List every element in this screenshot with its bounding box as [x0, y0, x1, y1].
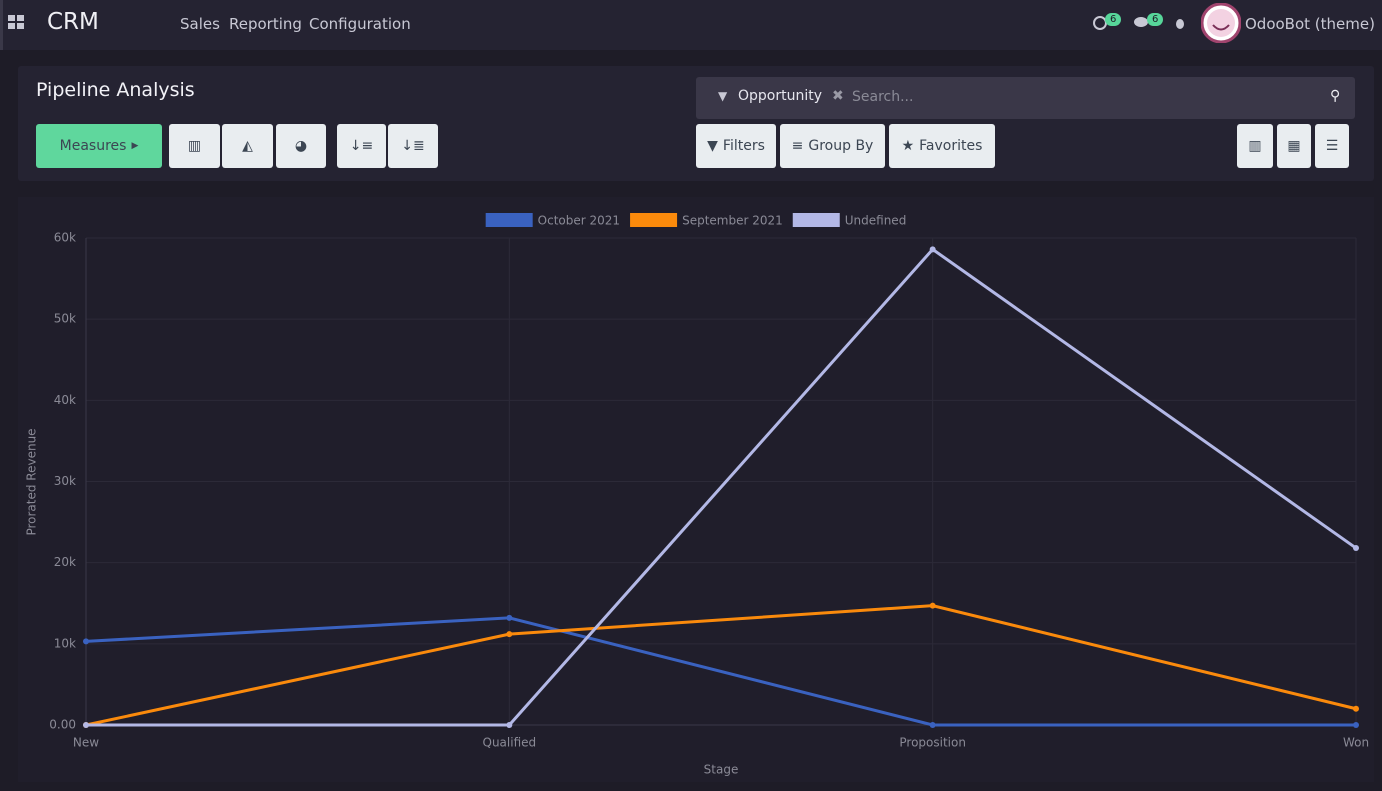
filters-button[interactable]: ▼ Filters — [696, 124, 776, 168]
data-point — [929, 722, 936, 728]
sort-desc-button[interactable]: ↓≡ — [337, 124, 386, 168]
app-name[interactable]: CRM — [47, 9, 99, 35]
series-line — [85, 616, 1356, 727]
menu-item[interactable]: Sales — [180, 15, 220, 33]
navbar: CRM Sales Reporting Configuration 6 6 Od… — [0, 0, 1382, 50]
data-point — [506, 614, 513, 621]
menu-item[interactable]: Configuration — [309, 15, 411, 33]
activity-badge: 6 — [1105, 13, 1122, 26]
search-placeholder: Search... — [852, 89, 914, 105]
legend-swatch — [630, 213, 678, 227]
button-label: Measures — [59, 138, 127, 154]
user-name[interactable]: OdooBot (theme) — [1245, 15, 1375, 33]
legend-label: Undefined — [845, 214, 907, 228]
messages-icon[interactable] — [1133, 16, 1149, 30]
avatar[interactable] — [1201, 3, 1241, 43]
search-bar[interactable]: ▼ Opportunity ✖ Search... ⚲ — [696, 77, 1355, 119]
x-tick-label: Won — [1343, 736, 1369, 750]
legend-swatch — [485, 213, 533, 227]
chart: Prorated Revenue Stage 0.00 10k 20k 30k 40k 5… — [25, 213, 1369, 777]
page-title: Pipeline Analysis — [36, 79, 195, 101]
sort-asc-button[interactable]: ↓≣ — [388, 124, 438, 168]
legend-swatch — [792, 213, 840, 227]
series-line — [86, 247, 1357, 727]
data-point — [1353, 705, 1359, 712]
control-panel: Pipeline Analysis Measures ▶ ▥ ◭ ◕ ↓≡ ↓≣ … — [18, 66, 1374, 181]
y-tick-label: 30k — [54, 474, 76, 488]
data-point — [1353, 545, 1359, 552]
y-tick-label: 60k — [54, 231, 76, 245]
button-label: Filters — [722, 138, 765, 154]
y-tick-label: 50k — [54, 312, 76, 326]
legend: October 2021 September 2021 Undefined — [485, 213, 907, 228]
y-axis-label: Prorated Revenue — [25, 428, 39, 535]
pivot-view-button[interactable]: ▦ — [1277, 124, 1311, 168]
x-tick-label: Qualified — [483, 736, 537, 750]
menu-item[interactable]: Reporting — [229, 15, 302, 33]
search-facet: Opportunity — [738, 88, 823, 104]
data-point — [929, 602, 936, 609]
y-tick-label: 10k — [54, 636, 76, 650]
apps-icon[interactable] — [8, 15, 26, 31]
legend-label: September 2021 — [682, 214, 783, 228]
graph-view-button[interactable]: ▥ — [1237, 124, 1273, 168]
messages-badge: 6 — [1147, 13, 1164, 26]
data-point — [506, 631, 513, 638]
data-point — [506, 722, 513, 728]
x-tick-label: New — [73, 736, 99, 750]
line-chart-button[interactable]: ◭ — [222, 124, 273, 168]
list-view-button[interactable]: ☰ — [1315, 124, 1349, 168]
bar-chart-button[interactable]: ▥ — [169, 124, 220, 168]
data-point — [83, 638, 89, 645]
y-tick-label: 20k — [54, 555, 76, 569]
debug-icon[interactable] — [1173, 16, 1187, 30]
series-line — [85, 604, 1357, 727]
button-label: Group By — [808, 138, 874, 154]
y-tick-label: 40k — [54, 393, 76, 407]
data-point — [1353, 722, 1359, 728]
data-point — [83, 722, 89, 728]
legend-label: October 2021 — [538, 214, 620, 228]
data-point — [929, 246, 936, 253]
button-label: Favorites — [919, 138, 983, 154]
chart-container: Prorated Revenue Stage 0.00 10k 20k 30k 40k 5… — [18, 197, 1374, 782]
measures-button[interactable]: Measures ▶ — [36, 124, 162, 168]
y-tick-label: 0.00 — [49, 718, 76, 732]
group-by-button[interactable]: ≡ Group By — [780, 124, 885, 168]
pie-chart-button[interactable]: ◕ — [276, 124, 326, 168]
x-tick-label: Proposition — [899, 736, 966, 750]
x-axis-label: Stage — [704, 763, 739, 777]
favorites-button[interactable]: ★ Favorites — [889, 124, 995, 168]
